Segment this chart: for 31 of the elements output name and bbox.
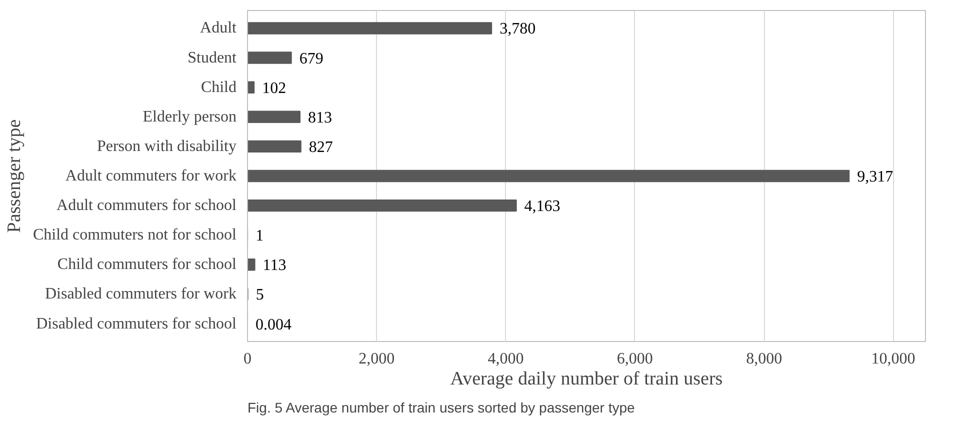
data-label: 3,780 [500,20,536,38]
data-label: 113 [262,257,286,274]
x-axis-title: Average daily number of train users [450,368,723,390]
y-tick-label: Student [188,49,238,66]
x-tick-label: 8,000 [746,350,782,368]
x-tick-label: 4,000 [488,350,524,368]
y-tick-label: Person with disability [96,138,237,155]
x-tick-label: 6,000 [616,350,653,368]
y-tick-label: Elderly person [142,108,236,126]
caption: Fig. 5 Average number of train users sorted by passenger type [248,400,636,416]
data-label: 0.004 [256,316,292,334]
y-tick-label: Adult commuters for school [56,197,238,214]
y-tick-label: Disabled commuters for work [44,286,237,303]
data-label: 102 [262,80,286,97]
data-label: 813 [308,109,332,126]
data-label: 679 [299,50,324,68]
x-tick-label: 2,000 [358,350,395,368]
y-tick-label: Child commuters for school [57,256,238,274]
data-label: 9,317 [857,168,894,186]
x-tick-label: 0 [244,350,252,368]
data-label: 5 [256,286,264,304]
data-label: 827 [308,138,333,156]
y-axis-title: Passenger type [4,119,25,233]
y-tick-label: Adult [200,20,238,37]
y-tick-label: Child commuters not for school [32,226,238,244]
data-label: 1 [256,228,264,245]
y-tick-label: Disabled commuters for school [36,315,238,332]
data-label: 4,163 [524,198,560,216]
y-tick-label: Adult commuters for work [65,168,236,184]
y-tick-label: Child [200,78,236,96]
x-tick-label: 10,000 [871,350,916,368]
